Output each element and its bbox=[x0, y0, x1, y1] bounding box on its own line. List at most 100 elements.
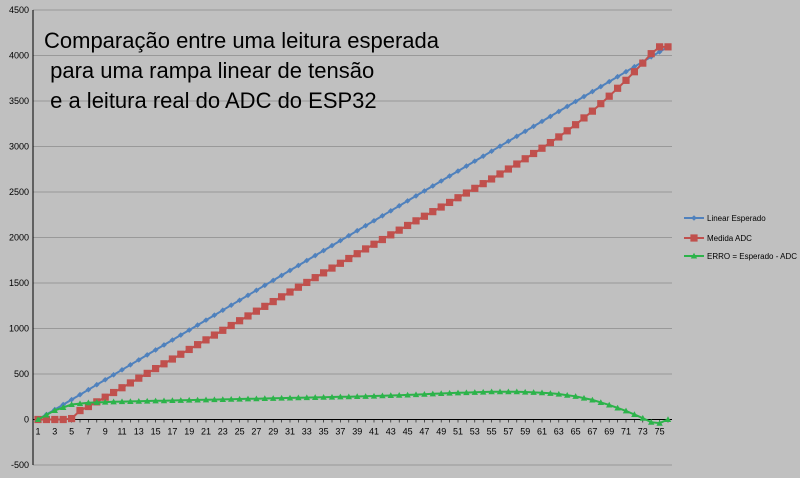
legend-label: ERRO = Esperado - ADC bbox=[707, 252, 797, 261]
data-point bbox=[186, 327, 192, 333]
data-point bbox=[194, 396, 201, 403]
data-point bbox=[127, 398, 134, 404]
y-axis-ticks: -500 0 500 1000 1500 2000 2500 3000 3500 4000 4500 bbox=[9, 5, 29, 470]
data-point bbox=[462, 189, 470, 197]
legend-marker bbox=[691, 215, 697, 221]
data-point bbox=[328, 393, 336, 400]
data-point bbox=[513, 388, 520, 395]
data-point bbox=[454, 194, 462, 202]
data-point bbox=[530, 123, 537, 130]
data-point bbox=[118, 384, 126, 392]
data-point bbox=[34, 416, 42, 423]
data-point bbox=[504, 165, 512, 173]
data-point bbox=[228, 396, 235, 402]
data-point bbox=[563, 127, 571, 135]
x-tick-label: 59 bbox=[520, 427, 530, 437]
data-point bbox=[496, 170, 504, 178]
data-point bbox=[245, 292, 251, 299]
data-point bbox=[479, 180, 487, 188]
data-point bbox=[605, 92, 613, 100]
chart-title-line-3: e a leitura real do ADC do ESP32 bbox=[44, 88, 377, 113]
data-point bbox=[211, 396, 218, 403]
x-tick-label: 7 bbox=[86, 427, 91, 437]
x-tick-label: 65 bbox=[571, 427, 581, 437]
data-point bbox=[93, 399, 100, 405]
data-point bbox=[656, 43, 664, 51]
x-tick-label: 43 bbox=[386, 427, 396, 437]
data-point bbox=[395, 226, 403, 234]
data-point bbox=[606, 78, 612, 85]
data-point bbox=[68, 396, 75, 403]
data-point bbox=[639, 414, 646, 421]
data-point bbox=[412, 217, 420, 225]
x-tick-label: 57 bbox=[503, 427, 513, 437]
data-point bbox=[219, 326, 227, 334]
data-point bbox=[110, 371, 117, 378]
y-tick-label: 0 bbox=[24, 415, 29, 425]
data-point bbox=[471, 389, 478, 395]
x-tick-label: 39 bbox=[352, 427, 362, 437]
data-point bbox=[572, 98, 579, 105]
data-point bbox=[589, 88, 596, 95]
y-tick-label: 3000 bbox=[9, 142, 29, 152]
chart-title-line-2: para uma rampa linear de tensão bbox=[44, 58, 374, 83]
x-tick-label: 5 bbox=[69, 427, 74, 437]
x-tick-label: 19 bbox=[184, 427, 194, 437]
data-point bbox=[311, 274, 319, 282]
x-tick-label: 13 bbox=[134, 427, 144, 437]
y-tick-label: 500 bbox=[14, 369, 29, 379]
data-point bbox=[160, 360, 168, 368]
y-tick-label: 2500 bbox=[9, 187, 29, 197]
data-point bbox=[429, 208, 437, 216]
series-line bbox=[37, 390, 669, 425]
data-point bbox=[202, 396, 210, 403]
data-point bbox=[203, 317, 209, 323]
data-point bbox=[664, 43, 672, 51]
data-point bbox=[597, 399, 604, 405]
data-point bbox=[387, 392, 394, 399]
data-point bbox=[630, 68, 638, 76]
data-point bbox=[76, 400, 84, 407]
data-point bbox=[320, 394, 327, 400]
data-point bbox=[446, 198, 454, 207]
data-point bbox=[413, 193, 419, 199]
data-point bbox=[538, 144, 546, 152]
data-point bbox=[371, 217, 377, 224]
data-point bbox=[572, 393, 579, 399]
data-point bbox=[589, 396, 596, 403]
data-point bbox=[387, 231, 395, 239]
data-point bbox=[261, 302, 269, 310]
data-point bbox=[336, 259, 344, 267]
data-point bbox=[168, 355, 176, 363]
data-point bbox=[177, 350, 185, 358]
x-tick-label: 27 bbox=[251, 427, 261, 437]
data-point bbox=[581, 93, 587, 100]
x-tick-label: 17 bbox=[167, 427, 177, 437]
data-point bbox=[220, 307, 226, 313]
data-point bbox=[286, 288, 294, 296]
x-tick-label: 51 bbox=[453, 427, 463, 437]
data-point bbox=[262, 282, 268, 289]
data-point bbox=[345, 254, 353, 263]
x-tick-label: 15 bbox=[151, 427, 161, 437]
data-point bbox=[219, 396, 226, 402]
data-point bbox=[278, 394, 285, 401]
data-point bbox=[303, 394, 310, 401]
data-point bbox=[572, 121, 580, 129]
data-point bbox=[597, 100, 605, 108]
x-tick-label: 33 bbox=[302, 427, 312, 437]
data-point bbox=[337, 393, 344, 400]
data-point bbox=[110, 398, 117, 405]
data-point bbox=[68, 414, 76, 423]
data-point bbox=[378, 235, 386, 244]
data-point bbox=[244, 395, 252, 402]
data-point bbox=[412, 391, 420, 398]
data-point bbox=[530, 149, 538, 158]
x-tick-label: 49 bbox=[436, 427, 446, 437]
x-tick-label: 61 bbox=[537, 427, 547, 437]
legend-item: Medida ADC bbox=[684, 234, 752, 243]
data-point bbox=[269, 297, 277, 306]
x-tick-label: 21 bbox=[201, 427, 211, 437]
data-point bbox=[454, 389, 462, 396]
